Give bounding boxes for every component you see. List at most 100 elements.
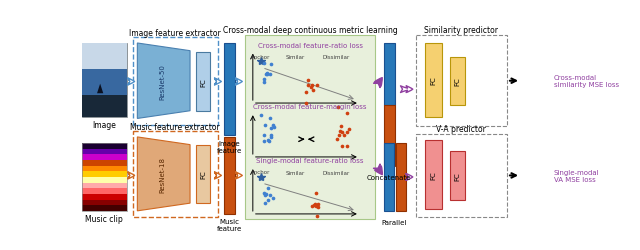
Text: Music feature extractor: Music feature extractor: [131, 122, 220, 131]
Text: FC: FC: [431, 76, 436, 85]
Point: [263, 198, 273, 202]
Bar: [81, 70, 127, 95]
Text: Dissimilar: Dissimilar: [323, 170, 350, 175]
Point: [266, 63, 276, 67]
Bar: [384, 144, 394, 211]
Text: ResNet-50: ResNet-50: [159, 64, 165, 99]
Bar: [81, 166, 127, 172]
Point: [259, 80, 269, 84]
Bar: [81, 205, 127, 211]
Point: [260, 193, 270, 197]
Text: Similarity predictor: Similarity predictor: [424, 26, 499, 35]
Bar: [81, 194, 127, 200]
Bar: [196, 53, 210, 111]
Text: FC: FC: [200, 78, 206, 86]
Point: [341, 131, 351, 135]
Polygon shape: [138, 44, 190, 119]
Point: [269, 126, 279, 130]
Text: FC: FC: [431, 170, 436, 179]
Text: Cross-modal deep continuous metric learning: Cross-modal deep continuous metric learn…: [223, 26, 397, 35]
Point: [301, 102, 311, 106]
Point: [313, 202, 323, 206]
Text: Cross-modal
similarity MSE loss: Cross-modal similarity MSE loss: [554, 75, 619, 88]
Text: ResNet-18: ResNet-18: [159, 156, 165, 192]
Text: Cross-modal feature-ratio loss: Cross-modal feature-ratio loss: [258, 42, 363, 48]
Bar: [81, 200, 127, 205]
Bar: [425, 140, 442, 209]
Point: [307, 204, 317, 208]
Point: [264, 140, 275, 143]
Text: Concatenate: Concatenate: [367, 174, 412, 180]
Bar: [245, 36, 375, 219]
Bar: [81, 44, 127, 118]
Text: Single-modal feature-ratio loss: Single-modal feature-ratio loss: [257, 158, 364, 163]
Point: [306, 86, 316, 89]
Text: Music
feature: Music feature: [217, 218, 242, 231]
Bar: [384, 44, 396, 105]
Point: [333, 133, 344, 137]
Bar: [81, 183, 127, 188]
Point: [263, 138, 273, 142]
Bar: [196, 145, 210, 203]
Text: Anchor: Anchor: [251, 170, 270, 174]
Point: [308, 89, 318, 93]
Point: [344, 127, 354, 131]
Bar: [81, 172, 127, 177]
Point: [265, 193, 275, 197]
Point: [303, 79, 313, 83]
Text: FC: FC: [200, 170, 206, 178]
Bar: [224, 137, 235, 214]
Point: [265, 73, 275, 77]
Point: [313, 205, 323, 209]
Point: [260, 124, 270, 128]
Point: [268, 124, 278, 128]
Point: [266, 136, 276, 140]
Point: [310, 191, 321, 195]
Point: [268, 196, 278, 200]
Point: [337, 144, 347, 148]
Text: Similar: Similar: [286, 55, 305, 60]
Bar: [415, 36, 507, 127]
Point: [266, 126, 276, 130]
Point: [259, 191, 269, 195]
Bar: [81, 144, 127, 149]
Point: [255, 114, 266, 118]
Bar: [415, 134, 507, 217]
Point: [266, 133, 276, 137]
Bar: [450, 151, 465, 200]
Text: Similar: Similar: [286, 170, 305, 175]
Bar: [81, 160, 127, 166]
Point: [310, 202, 321, 206]
Bar: [81, 155, 127, 160]
Point: [260, 201, 270, 205]
Text: Single-modal
VA MSE loss: Single-modal VA MSE loss: [554, 169, 599, 182]
Point: [263, 186, 273, 190]
Text: Image feature extractor: Image feature extractor: [129, 28, 221, 38]
Text: Parallel: Parallel: [381, 219, 406, 225]
Text: Cross-modal feature-margin loss: Cross-modal feature-margin loss: [253, 104, 367, 110]
Text: Image: Image: [92, 120, 116, 130]
Point: [265, 116, 275, 120]
Point: [307, 83, 317, 87]
Point: [262, 73, 272, 77]
Point: [259, 78, 269, 82]
Bar: [81, 95, 127, 118]
Polygon shape: [97, 84, 103, 94]
Point: [303, 84, 313, 88]
Point: [259, 133, 269, 137]
Text: Anchor: Anchor: [251, 54, 270, 59]
Point: [342, 112, 353, 116]
Point: [335, 130, 346, 134]
Text: V-A predictor: V-A predictor: [436, 124, 486, 134]
Point: [312, 83, 323, 87]
Bar: [450, 58, 465, 105]
Polygon shape: [138, 137, 190, 211]
Point: [332, 138, 342, 141]
Point: [312, 214, 322, 218]
Point: [342, 144, 353, 148]
Text: Dissimilar: Dissimilar: [323, 55, 350, 60]
Text: FC: FC: [454, 171, 460, 180]
Bar: [81, 188, 127, 194]
Bar: [425, 44, 442, 118]
Point: [332, 106, 342, 110]
